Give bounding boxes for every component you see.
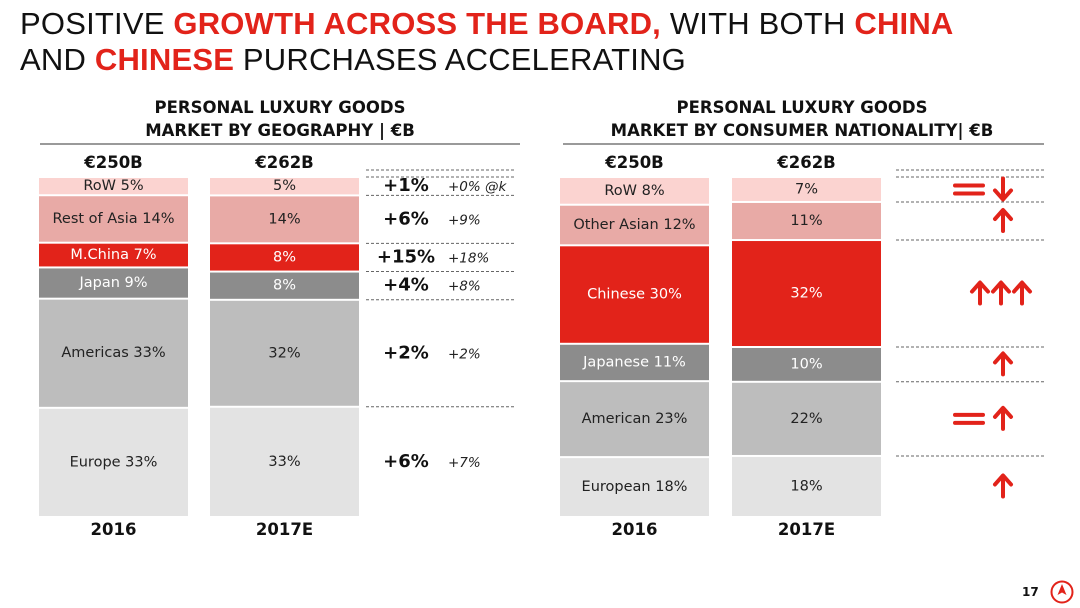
nat-bar-2017e-other-asian <box>732 202 881 240</box>
nat-trend-up-arrow-icon-chinese-1 <box>970 280 990 306</box>
geo-label-2017e-row: 5% <box>273 178 296 194</box>
nat-label-2017e-row: 7% <box>795 181 818 197</box>
nat-trend-equal-icon-row <box>953 183 985 196</box>
nat-category-2017: 2017E <box>777 520 836 539</box>
nat-total-2017: €262B <box>777 153 836 172</box>
geo-growth-detail-europe: +7% <box>448 455 481 471</box>
geo-label-2017e-rest-of-asia: 14% <box>268 211 300 227</box>
nat-bar-2017e-row <box>732 178 881 201</box>
geo-total-2017: €262B <box>255 153 314 172</box>
geo-bar-2016-rest-of-asia <box>39 196 188 242</box>
nat-trend-up-arrow-icon-american <box>993 405 1013 431</box>
nat-trend-up-arrow-icon-japanese <box>993 351 1013 377</box>
geo-bar-2016-m-china <box>39 243 188 267</box>
nat-trend-down-arrow-icon-row <box>993 176 1013 202</box>
title-part-1: POSITIVE <box>20 6 174 41</box>
nat-bar-2017e-american <box>732 382 881 455</box>
nat-bar-2016-european <box>560 458 709 516</box>
nat-label-2017e-american: 22% <box>790 411 822 427</box>
nat-label-2017e-european: 18% <box>790 478 822 494</box>
geography-title-rule <box>40 143 520 145</box>
geo-label-2016-row: RoW 5% <box>83 178 143 194</box>
nat-trend-up-arrow-icon-chinese-2 <box>991 280 1011 306</box>
geo-growth-row: +1% <box>383 175 429 196</box>
nat-trend-up-arrow-icon-other-asian <box>993 208 1013 233</box>
geo-label-2016-americas: Americas 33% <box>61 345 165 361</box>
nat-label-2017e-japanese: 10% <box>790 356 822 372</box>
nat-label-2016-japanese: Japanese 11% <box>582 354 686 370</box>
geo-label-2016-rest-of-asia: Rest of Asia 14% <box>52 211 174 227</box>
geo-label-2016-japan: Japan 9% <box>78 275 147 291</box>
geo-bar-2017e-japan <box>210 272 359 299</box>
nat-bar-2017e-japanese <box>732 348 881 381</box>
nat-bar-2016-row <box>560 178 709 204</box>
geo-total-2016: €250B <box>84 153 143 172</box>
geo-growth-detail-rest-of-asia: +9% <box>448 212 481 228</box>
nat-bar-2016-other-asian <box>560 205 709 245</box>
geo-category-2016: 2016 <box>90 520 137 539</box>
geo-label-2017e-japan: 8% <box>273 278 296 294</box>
title-part-6: CHINESE <box>94 42 235 77</box>
nat-trend-equal-icon-american <box>953 412 985 425</box>
slide-title: POSITIVE GROWTH ACROSS THE BOARD, WITH B… <box>20 6 1060 78</box>
title-part-3: WITH BOTH <box>661 6 855 41</box>
title-part-5: AND <box>20 42 95 77</box>
geo-bar-2017e-europe <box>210 407 359 516</box>
nationality-chart-title-line-2: MARKET BY CONSUMER NATIONALITY| €B <box>610 121 994 140</box>
nat-bar-2016-japanese <box>560 344 709 381</box>
nat-label-2016-american: American 23% <box>582 411 688 427</box>
geo-growth-americas: +2% <box>383 342 429 363</box>
nat-bar-2017e-european <box>732 456 881 516</box>
geo-bar-2016-japan <box>39 268 188 298</box>
nat-bar-2016-chinese <box>560 246 709 343</box>
nat-label-2016-chinese: Chinese 30% <box>587 287 682 303</box>
geo-growth-europe: +6% <box>383 451 429 472</box>
geo-bar-2016-europe <box>39 408 188 516</box>
geo-bar-2016-americas <box>39 299 188 407</box>
geo-growth-detail-m-china: +18% <box>448 250 489 266</box>
geo-label-2016-m-china: M.China 7% <box>70 247 156 263</box>
geography-chart-title: PERSONAL LUXURY GOODS MARKET BY GEOGRAPH… <box>40 96 520 142</box>
nat-label-2017e-chinese: 32% <box>790 286 822 302</box>
nat-label-2017e-other-asian: 11% <box>790 213 822 229</box>
geo-category-2017: 2017E <box>255 520 314 539</box>
geo-bar-2017e-rest-of-asia <box>210 196 359 243</box>
nat-label-2016-row: RoW 8% <box>604 183 664 199</box>
geo-label-2017e-europe: 33% <box>268 454 300 470</box>
nat-label-2016-european: European 18% <box>582 479 688 495</box>
brand-logo-icon <box>1050 580 1074 604</box>
nat-trend-up-arrow-icon-european <box>993 473 1013 499</box>
page-number: 17 <box>1022 585 1039 599</box>
geo-label-2017e-m-china: 8% <box>273 249 296 265</box>
geo-growth-detail-row: +0% @k <box>448 179 508 195</box>
geo-growth-japan: +4% <box>383 275 429 296</box>
geo-bar-2017e-m-china <box>210 244 359 271</box>
geo-label-2017e-americas: 32% <box>268 345 300 361</box>
title-part-2: GROWTH ACROSS THE BOARD, <box>173 6 661 41</box>
geo-label-2016-europe: Europe 33% <box>70 454 158 470</box>
nationality-title-rule <box>563 143 1044 145</box>
geo-bar-2016-row <box>39 178 188 195</box>
geo-growth-rest-of-asia: +6% <box>383 208 429 229</box>
nationality-chart-title: PERSONAL LUXURY GOODS MARKET BY CONSUMER… <box>560 96 1044 142</box>
geography-chart-title-line-2: MARKET BY GEOGRAPHY | €B <box>145 121 415 140</box>
nat-trend-up-arrow-icon-chinese-3 <box>1012 280 1032 306</box>
nat-total-2016: €250B <box>605 153 664 172</box>
geo-bar-2017e-row <box>210 178 359 195</box>
nat-category-2016: 2016 <box>611 520 658 539</box>
geo-growth-m-china: +15% <box>377 246 435 267</box>
title-part-4: CHINA <box>854 6 954 41</box>
nat-label-2016-other-asian: Other Asian 12% <box>573 217 695 233</box>
nat-bar-2017e-chinese <box>732 241 881 346</box>
title-part-7: PURCHASES ACCELERATING <box>234 42 686 77</box>
nationality-chart-title-line-1: PERSONAL LUXURY GOODS <box>676 98 928 117</box>
geo-bar-2017e-americas <box>210 300 359 406</box>
geo-growth-detail-japan: +8% <box>448 279 481 295</box>
geography-chart-title-line-1: PERSONAL LUXURY GOODS <box>154 98 406 117</box>
geo-growth-detail-americas: +2% <box>448 346 481 362</box>
nat-bar-2016-american <box>560 382 709 457</box>
